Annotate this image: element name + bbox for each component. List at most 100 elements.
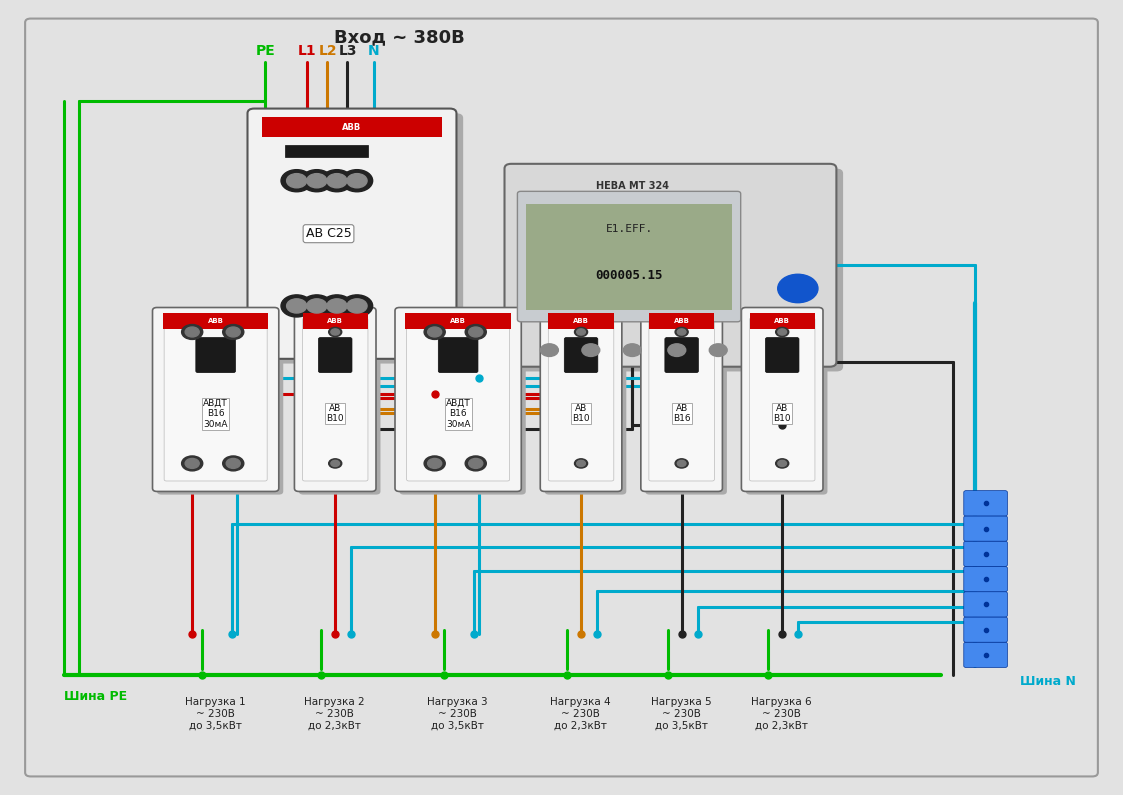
FancyBboxPatch shape xyxy=(964,491,1007,516)
Bar xyxy=(262,117,442,137)
FancyBboxPatch shape xyxy=(504,164,837,366)
Circle shape xyxy=(329,328,341,336)
FancyBboxPatch shape xyxy=(395,308,521,491)
Text: АВ С25: АВ С25 xyxy=(305,227,351,240)
FancyBboxPatch shape xyxy=(438,338,478,373)
FancyBboxPatch shape xyxy=(564,338,597,373)
FancyBboxPatch shape xyxy=(302,318,368,481)
Circle shape xyxy=(623,343,641,356)
Circle shape xyxy=(329,459,341,468)
Circle shape xyxy=(327,173,347,188)
Circle shape xyxy=(182,324,203,339)
FancyBboxPatch shape xyxy=(400,311,526,494)
Text: L1: L1 xyxy=(298,44,316,58)
Text: ABB: ABB xyxy=(208,318,223,324)
FancyBboxPatch shape xyxy=(646,311,727,494)
Circle shape xyxy=(675,459,688,468)
FancyBboxPatch shape xyxy=(518,192,741,322)
Circle shape xyxy=(540,343,558,356)
FancyBboxPatch shape xyxy=(540,308,622,491)
Circle shape xyxy=(286,173,307,188)
Text: ABB: ABB xyxy=(774,318,791,324)
Text: ABB: ABB xyxy=(343,122,362,132)
Circle shape xyxy=(301,169,332,192)
Circle shape xyxy=(776,328,788,336)
Bar xyxy=(285,145,368,157)
Circle shape xyxy=(778,274,818,303)
Circle shape xyxy=(710,343,728,356)
FancyBboxPatch shape xyxy=(195,338,236,373)
Text: ABB: ABB xyxy=(674,318,690,324)
Text: Нагрузка 3
~ 230В
до 3,5кВт: Нагрузка 3 ~ 230В до 3,5кВт xyxy=(427,697,487,731)
FancyBboxPatch shape xyxy=(153,308,279,491)
Circle shape xyxy=(428,459,441,468)
Text: 000005.15: 000005.15 xyxy=(595,269,663,282)
FancyBboxPatch shape xyxy=(746,311,828,494)
Circle shape xyxy=(347,173,367,188)
Circle shape xyxy=(341,295,373,317)
Bar xyxy=(163,313,268,329)
Circle shape xyxy=(668,343,686,356)
Circle shape xyxy=(331,329,339,335)
Circle shape xyxy=(577,460,585,467)
Text: Нагрузка 4
~ 230В
до 2,3кВт: Нагрузка 4 ~ 230В до 2,3кВт xyxy=(550,697,611,731)
Circle shape xyxy=(468,459,483,468)
Circle shape xyxy=(675,328,688,336)
Circle shape xyxy=(575,459,587,468)
Text: Нагрузка 5
~ 230В
до 3,5кВт: Нагрузка 5 ~ 230В до 3,5кВт xyxy=(650,697,711,731)
Circle shape xyxy=(307,299,327,313)
Circle shape xyxy=(182,456,203,471)
Circle shape xyxy=(341,169,373,192)
Circle shape xyxy=(301,295,332,317)
Circle shape xyxy=(222,324,244,339)
Circle shape xyxy=(465,456,486,471)
Circle shape xyxy=(776,459,788,468)
FancyBboxPatch shape xyxy=(964,516,1007,541)
FancyBboxPatch shape xyxy=(964,541,1007,567)
Text: L2: L2 xyxy=(319,44,337,58)
Circle shape xyxy=(347,299,367,313)
FancyBboxPatch shape xyxy=(964,642,1007,668)
FancyBboxPatch shape xyxy=(254,114,463,363)
FancyBboxPatch shape xyxy=(545,311,627,494)
FancyBboxPatch shape xyxy=(741,308,823,491)
FancyBboxPatch shape xyxy=(25,18,1098,777)
FancyBboxPatch shape xyxy=(964,567,1007,591)
Circle shape xyxy=(185,459,199,468)
Circle shape xyxy=(327,299,347,313)
Circle shape xyxy=(281,169,312,192)
Circle shape xyxy=(307,173,327,188)
FancyBboxPatch shape xyxy=(649,318,714,481)
Text: L3: L3 xyxy=(339,44,357,58)
Circle shape xyxy=(677,329,686,335)
Circle shape xyxy=(428,327,441,337)
Circle shape xyxy=(185,327,199,337)
Circle shape xyxy=(226,459,240,468)
Circle shape xyxy=(321,169,353,192)
Circle shape xyxy=(468,327,483,337)
FancyBboxPatch shape xyxy=(294,308,376,491)
FancyBboxPatch shape xyxy=(964,617,1007,642)
Circle shape xyxy=(222,456,244,471)
Bar xyxy=(405,313,511,329)
Text: Шина N: Шина N xyxy=(1020,676,1076,688)
Circle shape xyxy=(582,343,600,356)
Circle shape xyxy=(577,329,585,335)
Text: АВДТ
В16
30мА: АВДТ В16 30мА xyxy=(203,399,228,429)
Text: АВДТ
В16
30мА: АВДТ В16 30мА xyxy=(446,399,471,429)
Text: АВ
В10: АВ В10 xyxy=(327,404,344,424)
FancyBboxPatch shape xyxy=(766,338,798,373)
Text: Е1.ЕFF.: Е1.ЕFF. xyxy=(605,224,652,234)
Circle shape xyxy=(281,295,312,317)
Circle shape xyxy=(424,324,445,339)
Text: АВ
В16: АВ В16 xyxy=(673,404,691,424)
Bar xyxy=(548,313,614,329)
FancyBboxPatch shape xyxy=(548,318,614,481)
Circle shape xyxy=(321,295,353,317)
Bar xyxy=(649,313,714,329)
Text: ABB: ABB xyxy=(450,318,466,324)
Text: N: N xyxy=(368,44,380,58)
Bar xyxy=(527,204,732,310)
Text: ABB: ABB xyxy=(327,318,344,324)
Circle shape xyxy=(575,328,587,336)
